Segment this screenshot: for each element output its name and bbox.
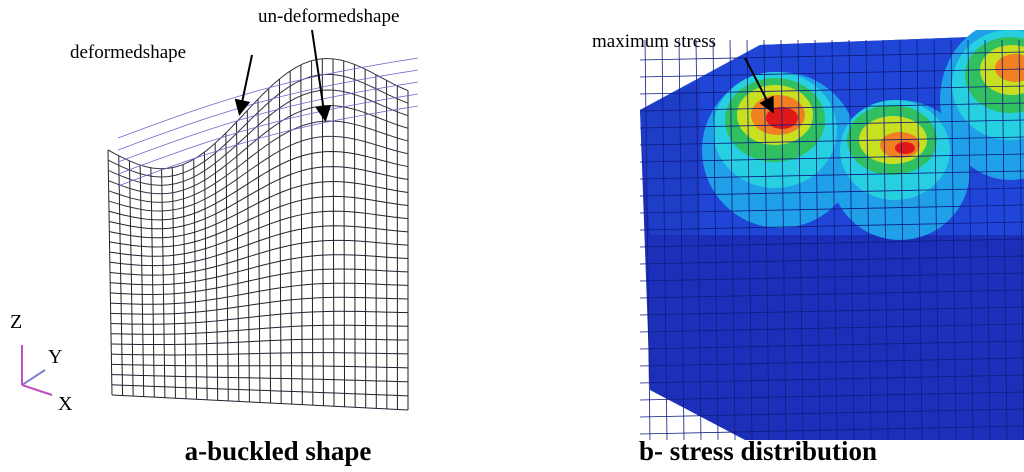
mesh-line <box>119 156 123 396</box>
mesh-line <box>118 58 418 138</box>
annotation: maximum stress <box>592 31 716 52</box>
annotation: deformedshape <box>70 42 186 63</box>
axis-z: Z <box>10 311 22 333</box>
axis-y: Y <box>48 346 62 368</box>
mesh-line <box>226 133 228 401</box>
mesh-line <box>129 161 133 396</box>
axis-x: X <box>58 393 73 415</box>
mesh-line <box>258 99 260 402</box>
stress-mesh <box>640 20 1024 440</box>
mesh-line <box>118 70 418 150</box>
mesh-line <box>118 94 418 174</box>
annotation: un-deformedshape <box>258 6 399 27</box>
mesh-line <box>172 168 175 398</box>
mesh-line <box>344 61 345 407</box>
mesh-line <box>333 59 334 406</box>
mesh-line <box>290 71 292 404</box>
mesh-line <box>118 106 418 186</box>
arrow <box>312 30 325 118</box>
buckled-mesh <box>108 58 418 410</box>
mesh-line <box>312 61 313 405</box>
caption: b- stress distribution <box>639 436 877 466</box>
axis-triad: Z Y X <box>10 311 73 415</box>
caption: a-buckled shape <box>185 436 372 466</box>
mesh-line <box>365 69 366 408</box>
mesh-line <box>183 165 186 399</box>
mesh-line <box>279 79 281 404</box>
arrow <box>240 55 252 112</box>
mesh-line <box>162 169 165 398</box>
figure: Z Y X deformedshape un-deformedshape max… <box>0 0 1024 472</box>
mesh-line <box>118 82 418 162</box>
mesh-line <box>140 165 144 397</box>
mesh-line <box>354 64 355 407</box>
mesh-line <box>237 122 239 401</box>
